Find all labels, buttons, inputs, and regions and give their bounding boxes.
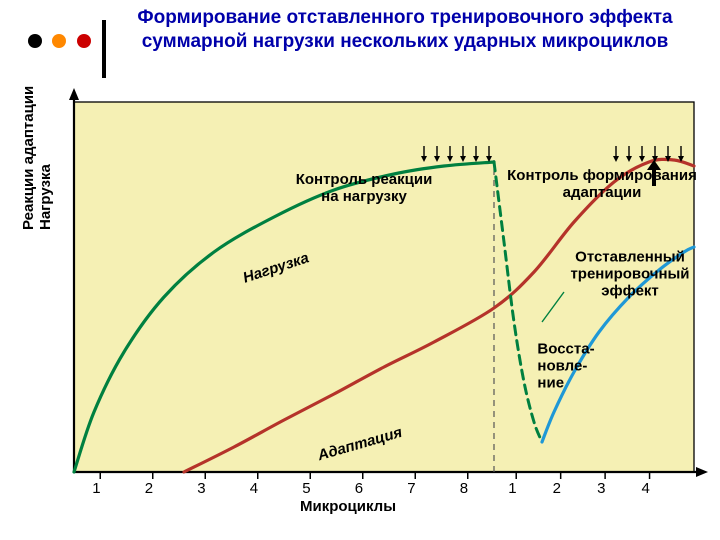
x-tick: 8 (460, 480, 468, 497)
dot-3 (77, 34, 91, 48)
x-tick: 1 (508, 480, 516, 497)
title-divider (102, 20, 106, 78)
x-tick: 3 (197, 480, 205, 497)
label-control_load: Контроль реакциина нагрузку (296, 171, 433, 205)
x-tick: 4 (642, 480, 650, 497)
x-tick: 4 (250, 480, 258, 497)
label-vosstan: Восста-новле-ние (537, 341, 594, 392)
dot-1 (28, 34, 42, 48)
x-tick: 1 (92, 480, 100, 497)
dot-2 (52, 34, 66, 48)
label-delayed: Отставленныйтренировочныйэффект (570, 249, 689, 300)
x-tick: 2 (145, 480, 153, 497)
title: Формирование отставленного тренировочног… (110, 6, 700, 54)
chart-area: НагрузкаАдаптацияКонтроль реакциина нагр… (56, 82, 716, 512)
x-tick: 5 (302, 480, 310, 497)
x-tick: 7 (407, 480, 415, 497)
x-tick: 6 (355, 480, 363, 497)
bullet-dots (28, 34, 97, 53)
label-control_adapt: Контроль формированияадаптации (507, 167, 697, 201)
x-tick: 2 (553, 480, 561, 497)
y-axis-label: Реакции адаптацииНагрузка (20, 86, 54, 230)
x-tick: 3 (597, 480, 605, 497)
